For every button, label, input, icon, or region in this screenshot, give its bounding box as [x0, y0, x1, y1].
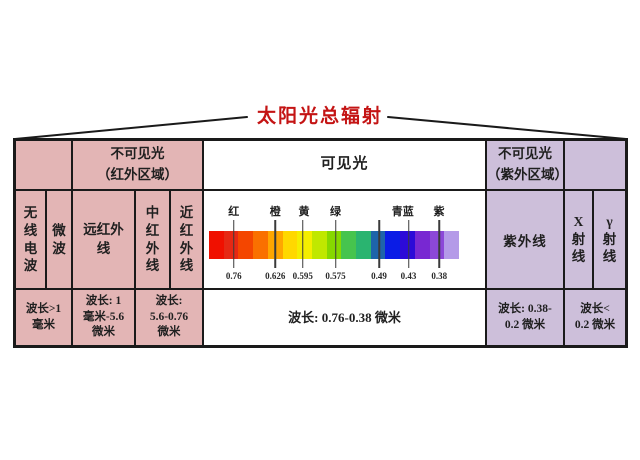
- spectrum-tick-value: 0.49: [371, 271, 387, 281]
- visible-spectrum: 0.76 0.626 0.595 0.575 0.49 0.43 0.38 红 橙 黄 绿 青蓝 紫: [204, 191, 485, 288]
- spectrum-color-label: 橙: [269, 206, 281, 218]
- band-xray: X 射 线: [565, 191, 592, 288]
- spectrum-tick-value: 0.43: [400, 271, 417, 281]
- spectrum-tick-value: 0.38: [431, 271, 448, 281]
- header-blank-left: [16, 141, 71, 189]
- wavelength-visible: 波长: 0.76-0.38 微米: [204, 290, 485, 345]
- wavelength-radio-microwave: 波长>1 毫米: [16, 290, 71, 345]
- diagram-title: 太阳光总辐射: [256, 106, 383, 127]
- spectrum-table: 不可见光 （红外区域） 可见光 不可见光 （紫外区域） 无 线 电 波 微 波 …: [13, 138, 628, 348]
- spectrum-color-label: 紫: [433, 206, 445, 218]
- wavelength-mid-near-infrared: 波长: 5.6-0.76 微米: [136, 290, 202, 345]
- spectrum-color-label: 青蓝: [391, 206, 414, 218]
- spectrum-color-block: [253, 231, 268, 259]
- spectrum-color-block: [356, 231, 371, 259]
- band-near-infrared: 近 红 外 线: [171, 191, 202, 288]
- visible-spectrum-cell: 0.76 0.626 0.595 0.575 0.49 0.43 0.38 红 橙 黄 绿 青蓝 紫: [204, 191, 485, 288]
- spectrum-color-block: [238, 231, 254, 259]
- spectrum-tick: [302, 220, 304, 268]
- wavelength-ultraviolet: 波长: 0.38- 0.2 微米: [487, 290, 563, 345]
- spectrum-tick: [407, 220, 410, 268]
- spectrum-tick: [274, 220, 276, 268]
- band-gamma-ray: γ 射 线: [594, 191, 625, 288]
- spectrum-tick: [438, 220, 440, 268]
- spectrum-color-block: [385, 231, 401, 259]
- spectrum-color-block: [297, 231, 312, 259]
- spectrum-color-label: 绿: [330, 206, 341, 218]
- spectrum-color-label: 红: [228, 206, 240, 218]
- wavelength-far-infrared: 波长: 1 毫米-5.6 微米: [73, 290, 134, 345]
- spectrum-tick-value: 0.76: [225, 271, 242, 281]
- band-radio-waves: 无 线 电 波: [16, 191, 45, 288]
- spectrum-color-block: [282, 231, 298, 259]
- band-ultraviolet: 紫外线: [487, 191, 563, 288]
- spectrum-color-block: [326, 231, 342, 259]
- spectrum-color-block: [341, 231, 357, 259]
- spectrum-color-block: [414, 231, 430, 259]
- spectrum-color-block: [429, 231, 445, 259]
- spectrum-tick: [233, 220, 235, 268]
- header-blank-right: [565, 141, 625, 189]
- spectrum-color-block: [444, 231, 459, 259]
- spectrum-tick-value: 0.595: [292, 271, 313, 281]
- spectrum-tick: [378, 220, 380, 268]
- spectrum-color-block: [370, 231, 386, 259]
- band-microwave: 微 波: [47, 191, 71, 288]
- spectrum-tick: [334, 220, 337, 268]
- header-infrared-region: 不可见光 （红外区域）: [73, 141, 202, 189]
- wavelength-xray-gamma: 波长< 0.2 微米: [565, 290, 625, 345]
- spectrum-color-bar: [209, 231, 459, 259]
- spectrum-tick-value: 0.575: [325, 271, 346, 281]
- spectrum-color-block: [400, 231, 415, 259]
- band-far-infrared: 远红外 线: [73, 191, 134, 288]
- spectrum-tick-value: 0.626: [265, 271, 286, 281]
- spectrum-color-block: [311, 231, 327, 259]
- spectrum-color-block: [223, 231, 239, 259]
- header-visible-light: 可见光: [204, 141, 485, 189]
- band-mid-infrared: 中 红 外 线: [136, 191, 169, 288]
- spectrum-color-label: 黄: [298, 206, 310, 218]
- header-ultraviolet-region: 不可见光 （紫外区域）: [487, 141, 563, 189]
- spectrum-color-block: [209, 231, 224, 259]
